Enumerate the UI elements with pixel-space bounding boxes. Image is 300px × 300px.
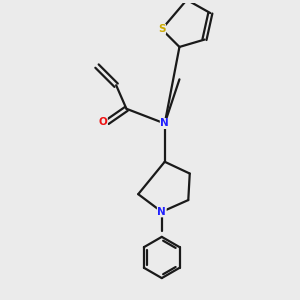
Text: S: S bbox=[158, 24, 166, 34]
Text: O: O bbox=[98, 117, 107, 127]
Text: N: N bbox=[160, 118, 169, 128]
Text: N: N bbox=[158, 207, 166, 217]
